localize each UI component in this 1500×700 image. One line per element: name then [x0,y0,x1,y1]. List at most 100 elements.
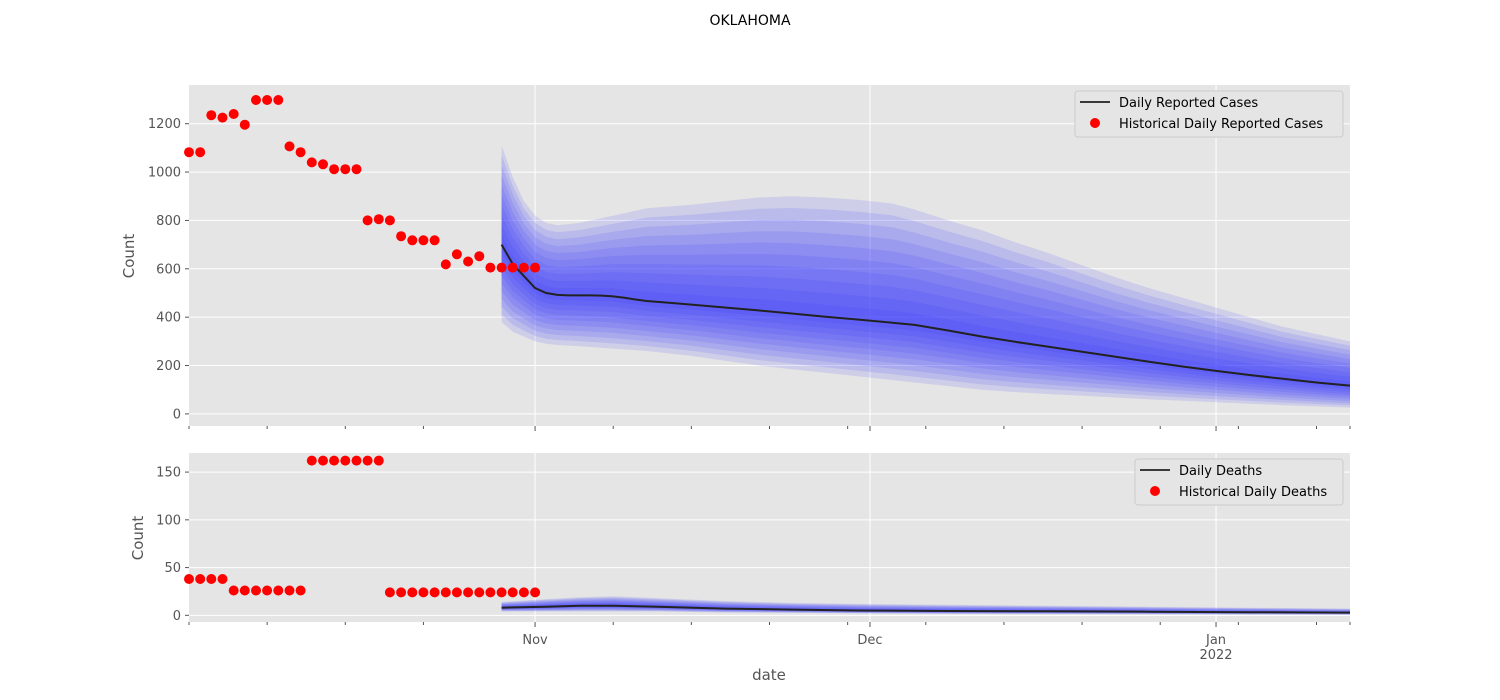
historical-point [373,455,384,466]
historical-point [474,251,485,262]
historical-point [239,119,250,130]
historical-point [295,147,306,158]
historical-point [451,587,462,598]
cases-historical-points [184,95,541,273]
historical-point [518,587,529,598]
historical-point [195,147,206,158]
historical-point [407,235,418,246]
historical-point [362,215,373,226]
historical-point [530,262,541,273]
uncertainty-band [501,598,1351,615]
uncertainty-band [501,601,1351,614]
cases-uncertainty-bands [501,145,1351,408]
y-tick-label: 1000 [148,166,181,181]
historical-point [206,110,217,121]
cases-x-ticks [188,426,1351,431]
deaths-legend: Daily Deaths Historical Daily Deaths [1134,458,1344,506]
uncertainty-band [501,234,1351,388]
historical-point [329,164,340,175]
cases-plot-area [189,85,1350,426]
uncertainty-band [501,165,1351,404]
x-tick-label: Nov [522,633,548,648]
historical-point [329,455,340,466]
historical-point [407,587,418,598]
historical-point [474,587,485,598]
historical-point [295,585,306,596]
historical-point [217,574,228,584]
y-tick-label: 800 [156,214,181,229]
historical-point [384,587,395,598]
historical-point [206,574,217,584]
historical-point [217,112,228,123]
uncertainty-band [501,214,1351,393]
historical-point [396,587,407,598]
historical-point [184,574,194,584]
historical-point [195,574,206,584]
deaths-gridlines [189,453,1350,622]
forecast-series-line [501,604,1351,614]
uncertainty-band [501,601,1351,614]
cases-legend: Daily Reported Cases Historical Daily Re… [1074,90,1344,138]
historical-point [485,587,496,598]
historical-point [485,262,496,273]
uncertainty-band [501,175,1351,401]
historical-point [463,256,474,267]
deaths-forecast-line [501,604,1351,614]
historical-point [239,585,250,596]
historical-point [306,455,317,466]
deaths-y-axis-label: Count [129,516,147,561]
y-tick-label: 600 [156,262,181,277]
forecast-series-line [500,244,1351,387]
historical-point [340,455,351,466]
y-tick-label: 400 [156,311,181,326]
historical-point [251,95,261,105]
deaths-legend-marker-swatch [1150,486,1160,496]
deaths-y-ticks: 0 50 100 150 [156,466,189,624]
historical-point [362,455,373,466]
figure-title: OKLAHOMA [709,13,791,29]
historical-point [306,157,317,168]
uncertainty-band [501,195,1351,397]
historical-point [351,455,362,466]
uncertainty-band [501,224,1351,390]
historical-point [429,587,440,598]
y-tick-label: 0 [173,407,181,422]
uncertainty-band [501,597,1351,615]
historical-point [262,585,273,596]
y-tick-label: 100 [156,513,181,528]
historical-point [273,95,284,105]
historical-point [518,262,529,273]
historical-point [228,585,239,596]
historical-point [318,455,328,466]
historical-point [530,587,541,598]
cases-legend-label-forecast: Daily Reported Cases [1119,96,1258,111]
historical-point [384,215,395,226]
historical-point [340,164,351,175]
historical-point [251,585,261,596]
historical-point [228,109,239,119]
uncertainty-band [501,155,1351,406]
y-tick-label: 200 [156,359,181,374]
historical-point [262,95,273,105]
y-tick-label: 50 [164,561,181,576]
uncertainty-band [501,600,1351,614]
historical-point [273,585,284,596]
uncertainty-band [501,599,1351,615]
historical-point [463,587,474,598]
cases-legend-box [1074,90,1344,138]
deaths-legend-label-forecast: Daily Deaths [1179,464,1262,479]
historical-point [440,259,451,270]
historical-point [373,214,384,225]
historical-point [396,231,407,242]
historical-point [496,587,507,598]
historical-point [507,262,518,273]
cases-forecast-line [500,244,1351,387]
y-tick-label: 150 [156,466,181,481]
historical-point [496,262,507,273]
x-tick-label: Dec [857,633,882,648]
historical-point [507,587,518,598]
cases-legend-marker-swatch [1090,118,1100,128]
historical-point [184,147,194,158]
